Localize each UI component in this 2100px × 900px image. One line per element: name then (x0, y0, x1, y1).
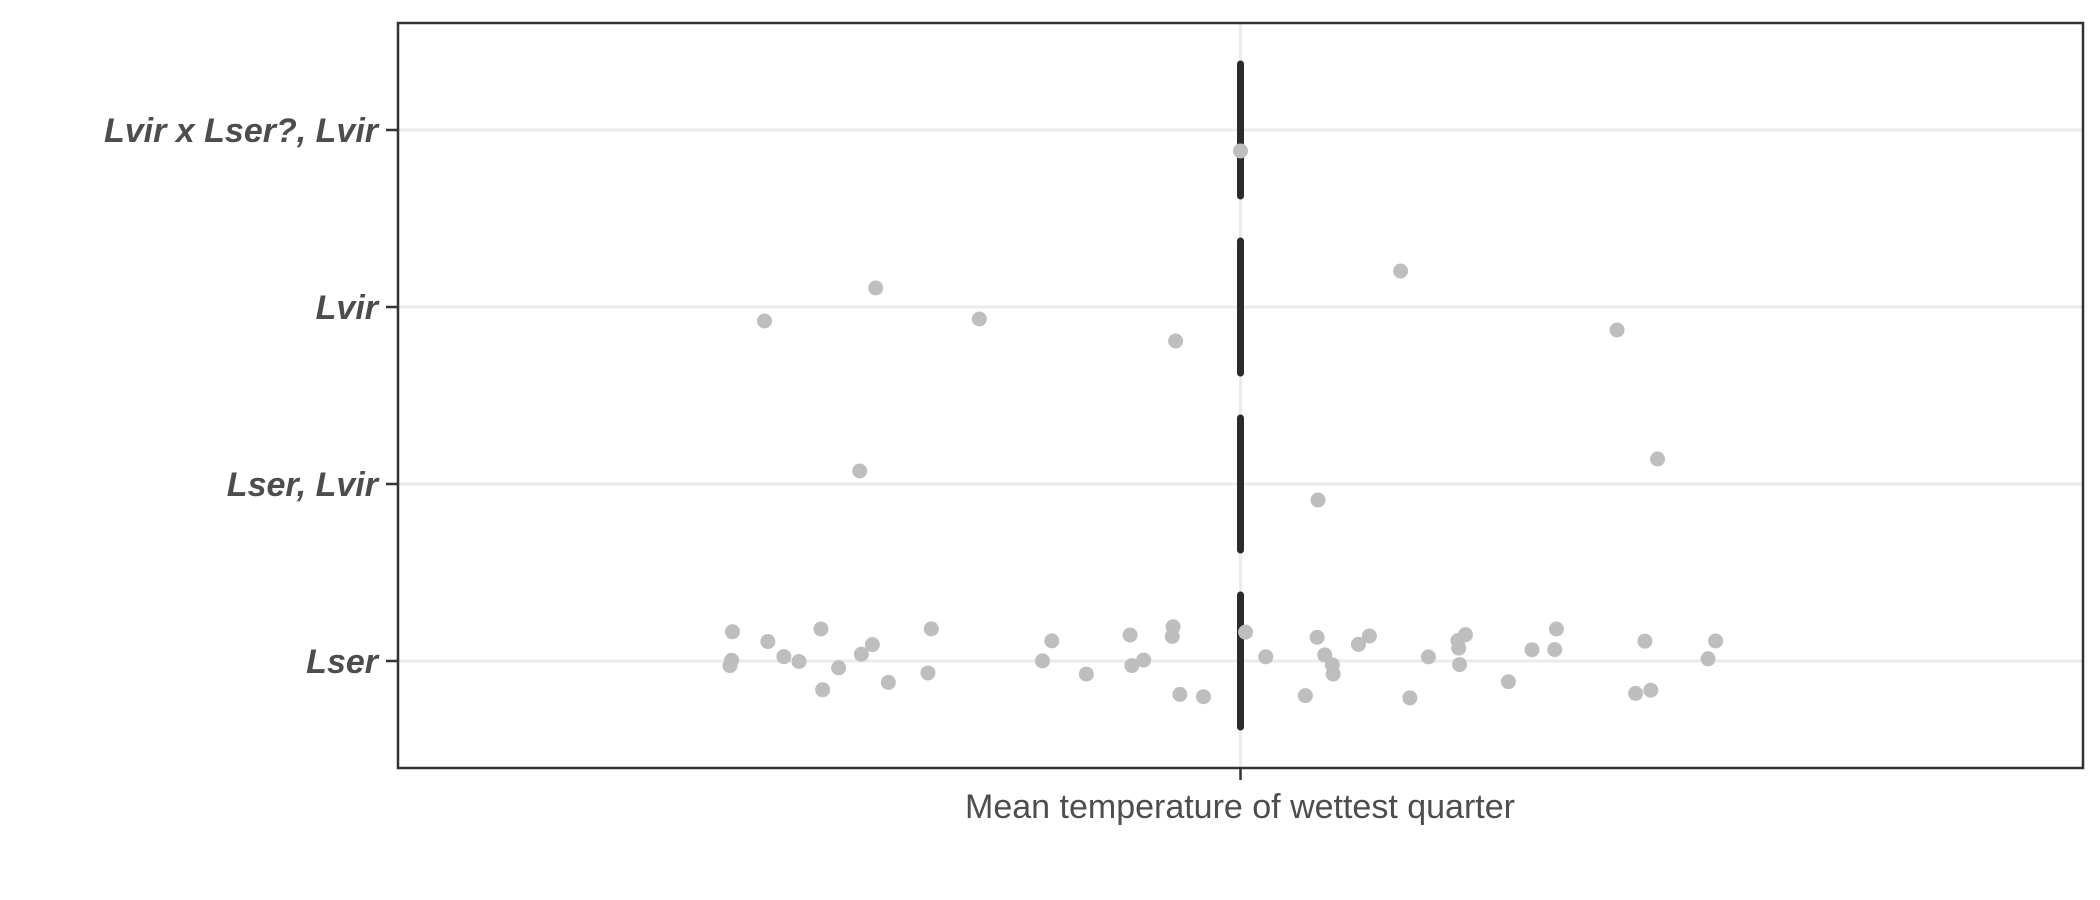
data-point (1637, 633, 1653, 649)
data-point (1350, 636, 1366, 652)
data-point (1078, 666, 1094, 682)
data-point (722, 658, 738, 674)
data-point (791, 653, 807, 669)
data-point (1524, 642, 1540, 658)
data-point (1700, 651, 1716, 667)
data-point (1548, 621, 1564, 637)
data-point (880, 674, 896, 690)
data-point (920, 665, 936, 681)
data-point (1451, 640, 1467, 656)
data-point (853, 646, 869, 662)
data-point (815, 682, 831, 698)
data-point (1168, 333, 1184, 349)
y-tick-label: Lvir (316, 289, 380, 327)
data-point (923, 621, 939, 637)
data-point (813, 621, 829, 637)
data-point (724, 624, 740, 640)
data-point (1547, 642, 1563, 658)
data-point (868, 280, 884, 296)
data-point (864, 637, 880, 653)
data-point (1122, 627, 1138, 643)
data-point (1309, 629, 1325, 645)
data-point (1124, 658, 1140, 674)
data-point (1402, 690, 1418, 706)
y-tick-label: Lser, Lvir (227, 466, 380, 504)
data-point (1195, 689, 1211, 705)
data-point (760, 634, 776, 650)
data-point (1609, 322, 1625, 338)
y-tick-label: Lser (306, 643, 380, 681)
y-tick-label: Lvir x Lser?, Lvir (104, 112, 380, 150)
data-point (1393, 263, 1409, 279)
data-point (1258, 649, 1274, 665)
data-points (722, 143, 1724, 706)
axes: Lvir x Lser?, Lvir Lvir Lser, Lvir Lser (104, 112, 1242, 780)
data-point (1044, 633, 1060, 649)
data-point (1172, 686, 1188, 702)
data-point (852, 463, 868, 479)
data-point (1361, 628, 1377, 644)
data-point (1643, 682, 1659, 698)
x-axis-title: Mean temperature of wettest quarter (965, 788, 1515, 826)
data-point (1500, 674, 1516, 690)
data-point (1136, 652, 1152, 668)
data-point (1708, 633, 1724, 649)
data-point (1310, 492, 1326, 508)
data-point (1457, 627, 1473, 643)
data-point (1650, 451, 1666, 467)
data-point (1238, 624, 1254, 640)
data-point (1420, 649, 1436, 665)
data-point (1628, 685, 1644, 701)
data-point (1035, 653, 1051, 669)
data-point (1297, 688, 1313, 704)
data-point (1452, 657, 1468, 673)
data-point (756, 313, 772, 329)
data-point (1325, 666, 1341, 682)
data-point (1233, 143, 1248, 159)
data-point (776, 649, 792, 665)
data-point (1165, 619, 1181, 635)
data-point (831, 660, 847, 676)
data-point (971, 311, 987, 327)
